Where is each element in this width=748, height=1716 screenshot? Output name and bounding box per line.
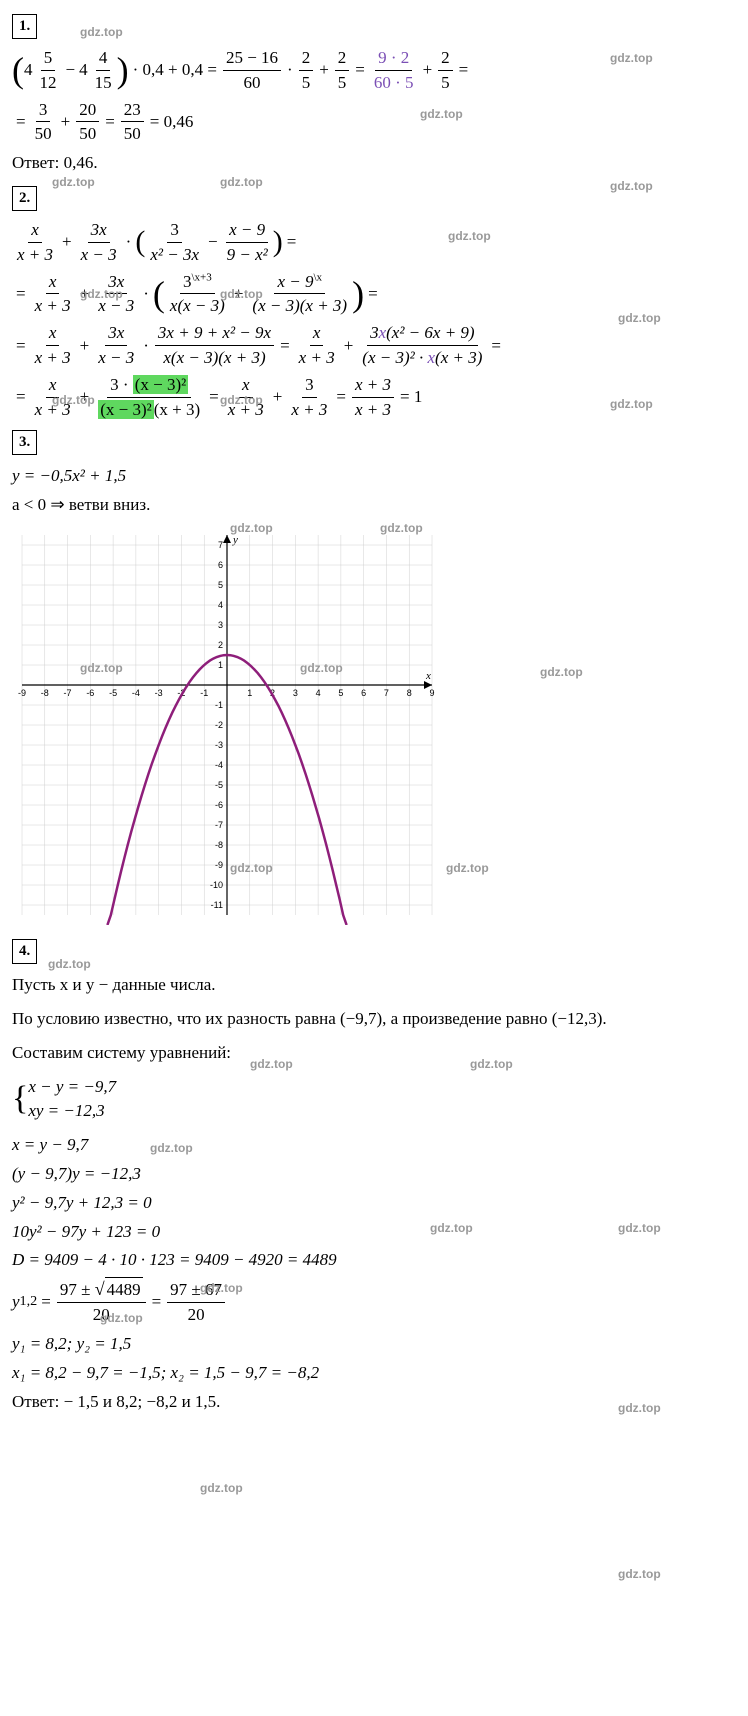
watermark: gdz.top	[618, 1566, 661, 1583]
p4-y12: y1,2 = 97 ± √4489 20 = 97 ± 6720	[12, 1277, 736, 1327]
p1-line2: = 350 + 2050 = 2350 = 0,46	[12, 98, 736, 147]
p4-l1: x = y − 9,7	[12, 1133, 736, 1157]
frac-1: 25 − 1660	[223, 46, 281, 95]
svg-text:-8: -8	[41, 688, 49, 698]
svg-text:-8: -8	[215, 840, 223, 850]
svg-text:x: x	[425, 670, 431, 682]
svg-text:-5: -5	[215, 780, 223, 790]
parabola-chart: -9-8-7-6-5-4-3-2-1123456789-11-10-9-8-7-…	[12, 525, 442, 925]
problem-2-number: 2.	[12, 186, 37, 211]
svg-text:y: y	[232, 534, 238, 546]
svg-text:3: 3	[218, 620, 223, 630]
svg-text:7: 7	[218, 540, 223, 550]
p4-l5: D = 9409 − 4 · 10 · 123 = 9409 − 4920 = …	[12, 1248, 736, 1272]
p3-equation: y = −0,5x² + 1,5	[12, 464, 736, 488]
watermark: gdz.top	[80, 24, 123, 41]
svg-text:4: 4	[218, 600, 223, 610]
svg-text:-5: -5	[109, 688, 117, 698]
watermark: gdz.top	[446, 860, 489, 877]
paren-close: )	[117, 52, 129, 88]
svg-text:2: 2	[218, 640, 223, 650]
svg-text:-1: -1	[215, 700, 223, 710]
mixed-2: 4 415	[79, 46, 117, 95]
p3-condition: a < 0 ⇒ ветви вниз.	[12, 493, 736, 517]
svg-text:8: 8	[407, 688, 412, 698]
p2-line1: xx + 3 + 3xx − 3 · ( 3x² − 3x − x − 99 −…	[12, 218, 736, 267]
p4-cond: По условию известно, что их разность рав…	[12, 1002, 736, 1036]
p4-answer: Ответ: − 1,5 и 8,2; −8,2 и 1,5.	[12, 1390, 736, 1414]
svg-text:-7: -7	[215, 820, 223, 830]
parabola-svg: -9-8-7-6-5-4-3-2-1123456789-11-10-9-8-7-…	[12, 525, 442, 925]
watermark: gdz.top	[200, 1480, 243, 1497]
svg-text:7: 7	[384, 688, 389, 698]
frac-purple: 9 · 260 · 5	[371, 46, 417, 95]
svg-text:-9: -9	[215, 860, 223, 870]
svg-text:4: 4	[316, 688, 321, 698]
svg-text:-4: -4	[132, 688, 140, 698]
p2-line3: = xx + 3 + 3xx − 3 · 3x + 9 + x² − 9xx(x…	[12, 321, 736, 370]
svg-text:-6: -6	[215, 800, 223, 810]
svg-text:5: 5	[338, 688, 343, 698]
p4-make: Составим систему уравнений:	[12, 1041, 736, 1065]
svg-text:3: 3	[293, 688, 298, 698]
p4-system: { x − y = −9,7 xy = −12,3	[12, 1070, 736, 1129]
p4-ysol: y₁ = 8,2; y₂ = 1,5	[12, 1332, 736, 1356]
problem-1-number: 1.	[12, 14, 37, 39]
p1-line1: ( 4 512 − 4 415 ) · 0,4 + 0,4 = 25 − 166…	[12, 46, 736, 95]
p4-intro: Пусть x и y − данные числа.	[12, 973, 736, 997]
svg-text:5: 5	[218, 580, 223, 590]
watermark: gdz.top	[48, 956, 91, 973]
svg-text:-6: -6	[86, 688, 94, 698]
problem-4-number: 4.	[12, 939, 37, 964]
svg-text:1: 1	[247, 688, 252, 698]
p4-l3: y² − 9,7y + 12,3 = 0	[12, 1191, 736, 1215]
svg-text:6: 6	[218, 560, 223, 570]
problem-3-number: 3.	[12, 430, 37, 455]
svg-text:6: 6	[361, 688, 366, 698]
watermark: gdz.top	[540, 664, 583, 681]
svg-text:-2: -2	[215, 720, 223, 730]
paren-open: (	[12, 52, 24, 88]
svg-text:-9: -9	[18, 688, 26, 698]
watermark: gdz.top	[220, 174, 263, 191]
svg-text:-1: -1	[200, 688, 208, 698]
watermark: gdz.top	[610, 178, 653, 195]
svg-text:-10: -10	[210, 880, 223, 890]
svg-text:9: 9	[429, 688, 434, 698]
p2-line4: = xx + 3 + 3 · (x − 3)² (x − 3)²(x + 3) …	[12, 373, 736, 422]
svg-text:-7: -7	[64, 688, 72, 698]
p1-answer: Ответ: 0,46.	[12, 151, 736, 175]
p2-line2: = xx + 3 + 3xx − 3 · ( 3\x+3x(x − 3) + x…	[12, 270, 736, 319]
svg-text:-3: -3	[215, 740, 223, 750]
watermark: gdz.top	[52, 174, 95, 191]
svg-text:-11: -11	[211, 900, 223, 910]
svg-text:-4: -4	[215, 760, 223, 770]
svg-text:-3: -3	[155, 688, 163, 698]
p4-l2: (y − 9,7)y = −12,3	[12, 1162, 736, 1186]
p4-l4: 10y² − 97y + 123 = 0	[12, 1220, 736, 1244]
svg-text:1: 1	[218, 660, 223, 670]
mixed-1: 4 512	[24, 46, 62, 95]
p4-xsol: x₁ = 8,2 − 9,7 = −1,5; x₂ = 1,5 − 9,7 = …	[12, 1361, 736, 1385]
